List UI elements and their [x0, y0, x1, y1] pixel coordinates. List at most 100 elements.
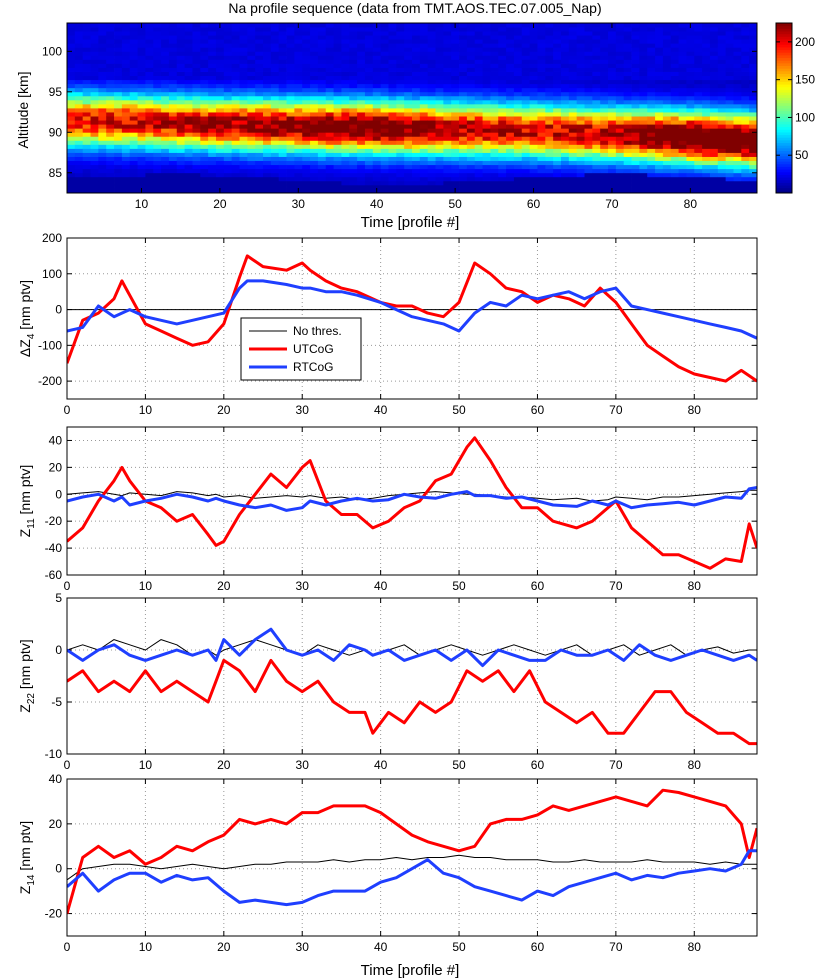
heatmap-cell — [600, 124, 609, 129]
heatmap-cell — [74, 99, 84, 105]
heatmap-cell — [749, 124, 758, 129]
heatmap-cell — [749, 71, 758, 77]
heatmap-cell — [317, 140, 327, 145]
heatmap-cell — [349, 51, 358, 56]
heatmap-cell — [302, 124, 311, 129]
heatmap-cell — [529, 83, 538, 89]
heatmap-cell — [317, 75, 327, 81]
heatmap-cell — [608, 112, 617, 117]
heatmap-cell — [498, 144, 507, 149]
heatmap-cell — [302, 156, 311, 162]
heatmap-cell — [90, 43, 99, 48]
heatmap-cell — [662, 71, 672, 77]
heatmap-cell — [647, 152, 656, 157]
heatmap-cell — [129, 47, 138, 52]
heatmap-cell — [725, 55, 734, 60]
heatmap-cell — [686, 35, 695, 40]
heatmap-cell — [176, 108, 186, 113]
heatmap-cell — [341, 43, 350, 48]
heatmap-cell — [717, 59, 727, 64]
heatmap-cell — [255, 132, 264, 137]
heatmap-cell — [325, 148, 334, 153]
heatmap-cell — [106, 136, 115, 141]
heatmap-cell — [474, 71, 483, 77]
heatmap-cell — [717, 152, 727, 157]
heatmap-cell — [192, 99, 201, 105]
heatmap-cell — [631, 71, 640, 77]
heatmap-cell — [498, 43, 507, 48]
colorbar-cell — [776, 76, 792, 80]
heatmap-cell — [333, 43, 342, 48]
heatmap-cell — [717, 47, 727, 52]
heatmap-cell — [302, 71, 311, 77]
heatmap-cell — [137, 67, 146, 72]
heatmap-cell — [325, 164, 334, 170]
heatmap-cell — [529, 120, 538, 125]
heatmap-cell — [584, 75, 593, 81]
heatmap-cell — [662, 116, 672, 121]
heatmap-cell — [302, 79, 311, 85]
heatmap-cell — [114, 116, 123, 121]
colorbar-cell — [776, 23, 792, 27]
heatmap-cell — [106, 23, 115, 28]
heatmap-cell — [341, 31, 350, 36]
heatmap-cell — [435, 184, 444, 190]
heatmap-cell — [553, 95, 562, 101]
heatmap-cell — [90, 140, 99, 145]
heatmap-cell — [404, 124, 413, 129]
heatmap-cell — [412, 87, 421, 93]
heatmap-cell — [733, 152, 742, 157]
heatmap-cell — [145, 112, 154, 117]
heatmap-cell — [176, 91, 186, 97]
heatmap-cell — [176, 31, 186, 36]
heatmap-cell — [490, 128, 499, 133]
heatmap-cell — [419, 184, 429, 190]
heatmap-cell — [176, 120, 186, 125]
heatmap-cell — [215, 83, 225, 89]
heatmap-cell — [145, 71, 154, 77]
heatmap-cell — [106, 55, 115, 60]
heatmap-cell — [145, 136, 154, 141]
heatmap-cell — [568, 132, 578, 137]
heatmap-cell — [74, 108, 84, 113]
heatmap-cell — [662, 87, 672, 93]
legend-label: UTCoG — [293, 342, 334, 356]
heatmap-cell — [153, 35, 162, 40]
heatmap-cell — [639, 87, 648, 93]
heatmap-cell — [521, 160, 531, 166]
heatmap-cell — [451, 67, 460, 72]
heatmap-cell — [600, 152, 609, 157]
heatmap-cell — [678, 132, 687, 137]
heatmap-cell — [129, 59, 138, 64]
heatmap-cell — [286, 128, 295, 133]
heatmap-cell — [333, 164, 342, 170]
heatmap-cell — [709, 112, 719, 117]
heatmap-cell — [90, 148, 99, 153]
heatmap-cell — [741, 124, 750, 129]
heatmap-cell — [584, 63, 593, 68]
heatmap-cell — [176, 124, 186, 129]
heatmap-cell — [82, 140, 91, 145]
series-group — [67, 254, 757, 383]
heatmap-cell — [600, 160, 609, 166]
heatmap-cell — [733, 75, 742, 81]
heatmap-cell — [372, 83, 382, 89]
heatmap-cell — [98, 128, 107, 133]
heatmap-cell — [247, 55, 256, 60]
heatmap-cell — [419, 156, 429, 162]
heatmap-cell — [702, 156, 711, 162]
heatmap-cell — [294, 128, 303, 133]
heatmap-cell — [490, 168, 499, 174]
heatmap-cell — [631, 31, 640, 36]
heatmap-cell — [239, 99, 248, 105]
heatmap-cell — [364, 35, 374, 40]
heatmap-cell — [364, 47, 374, 52]
heatmap-cell — [200, 103, 209, 109]
heatmap-cell — [490, 136, 499, 141]
heatmap-cell — [506, 120, 515, 125]
heatmap-cell — [90, 164, 99, 170]
heatmap-cell — [263, 116, 272, 121]
heatmap-cell — [286, 43, 295, 48]
heatmap-cell — [623, 148, 632, 153]
